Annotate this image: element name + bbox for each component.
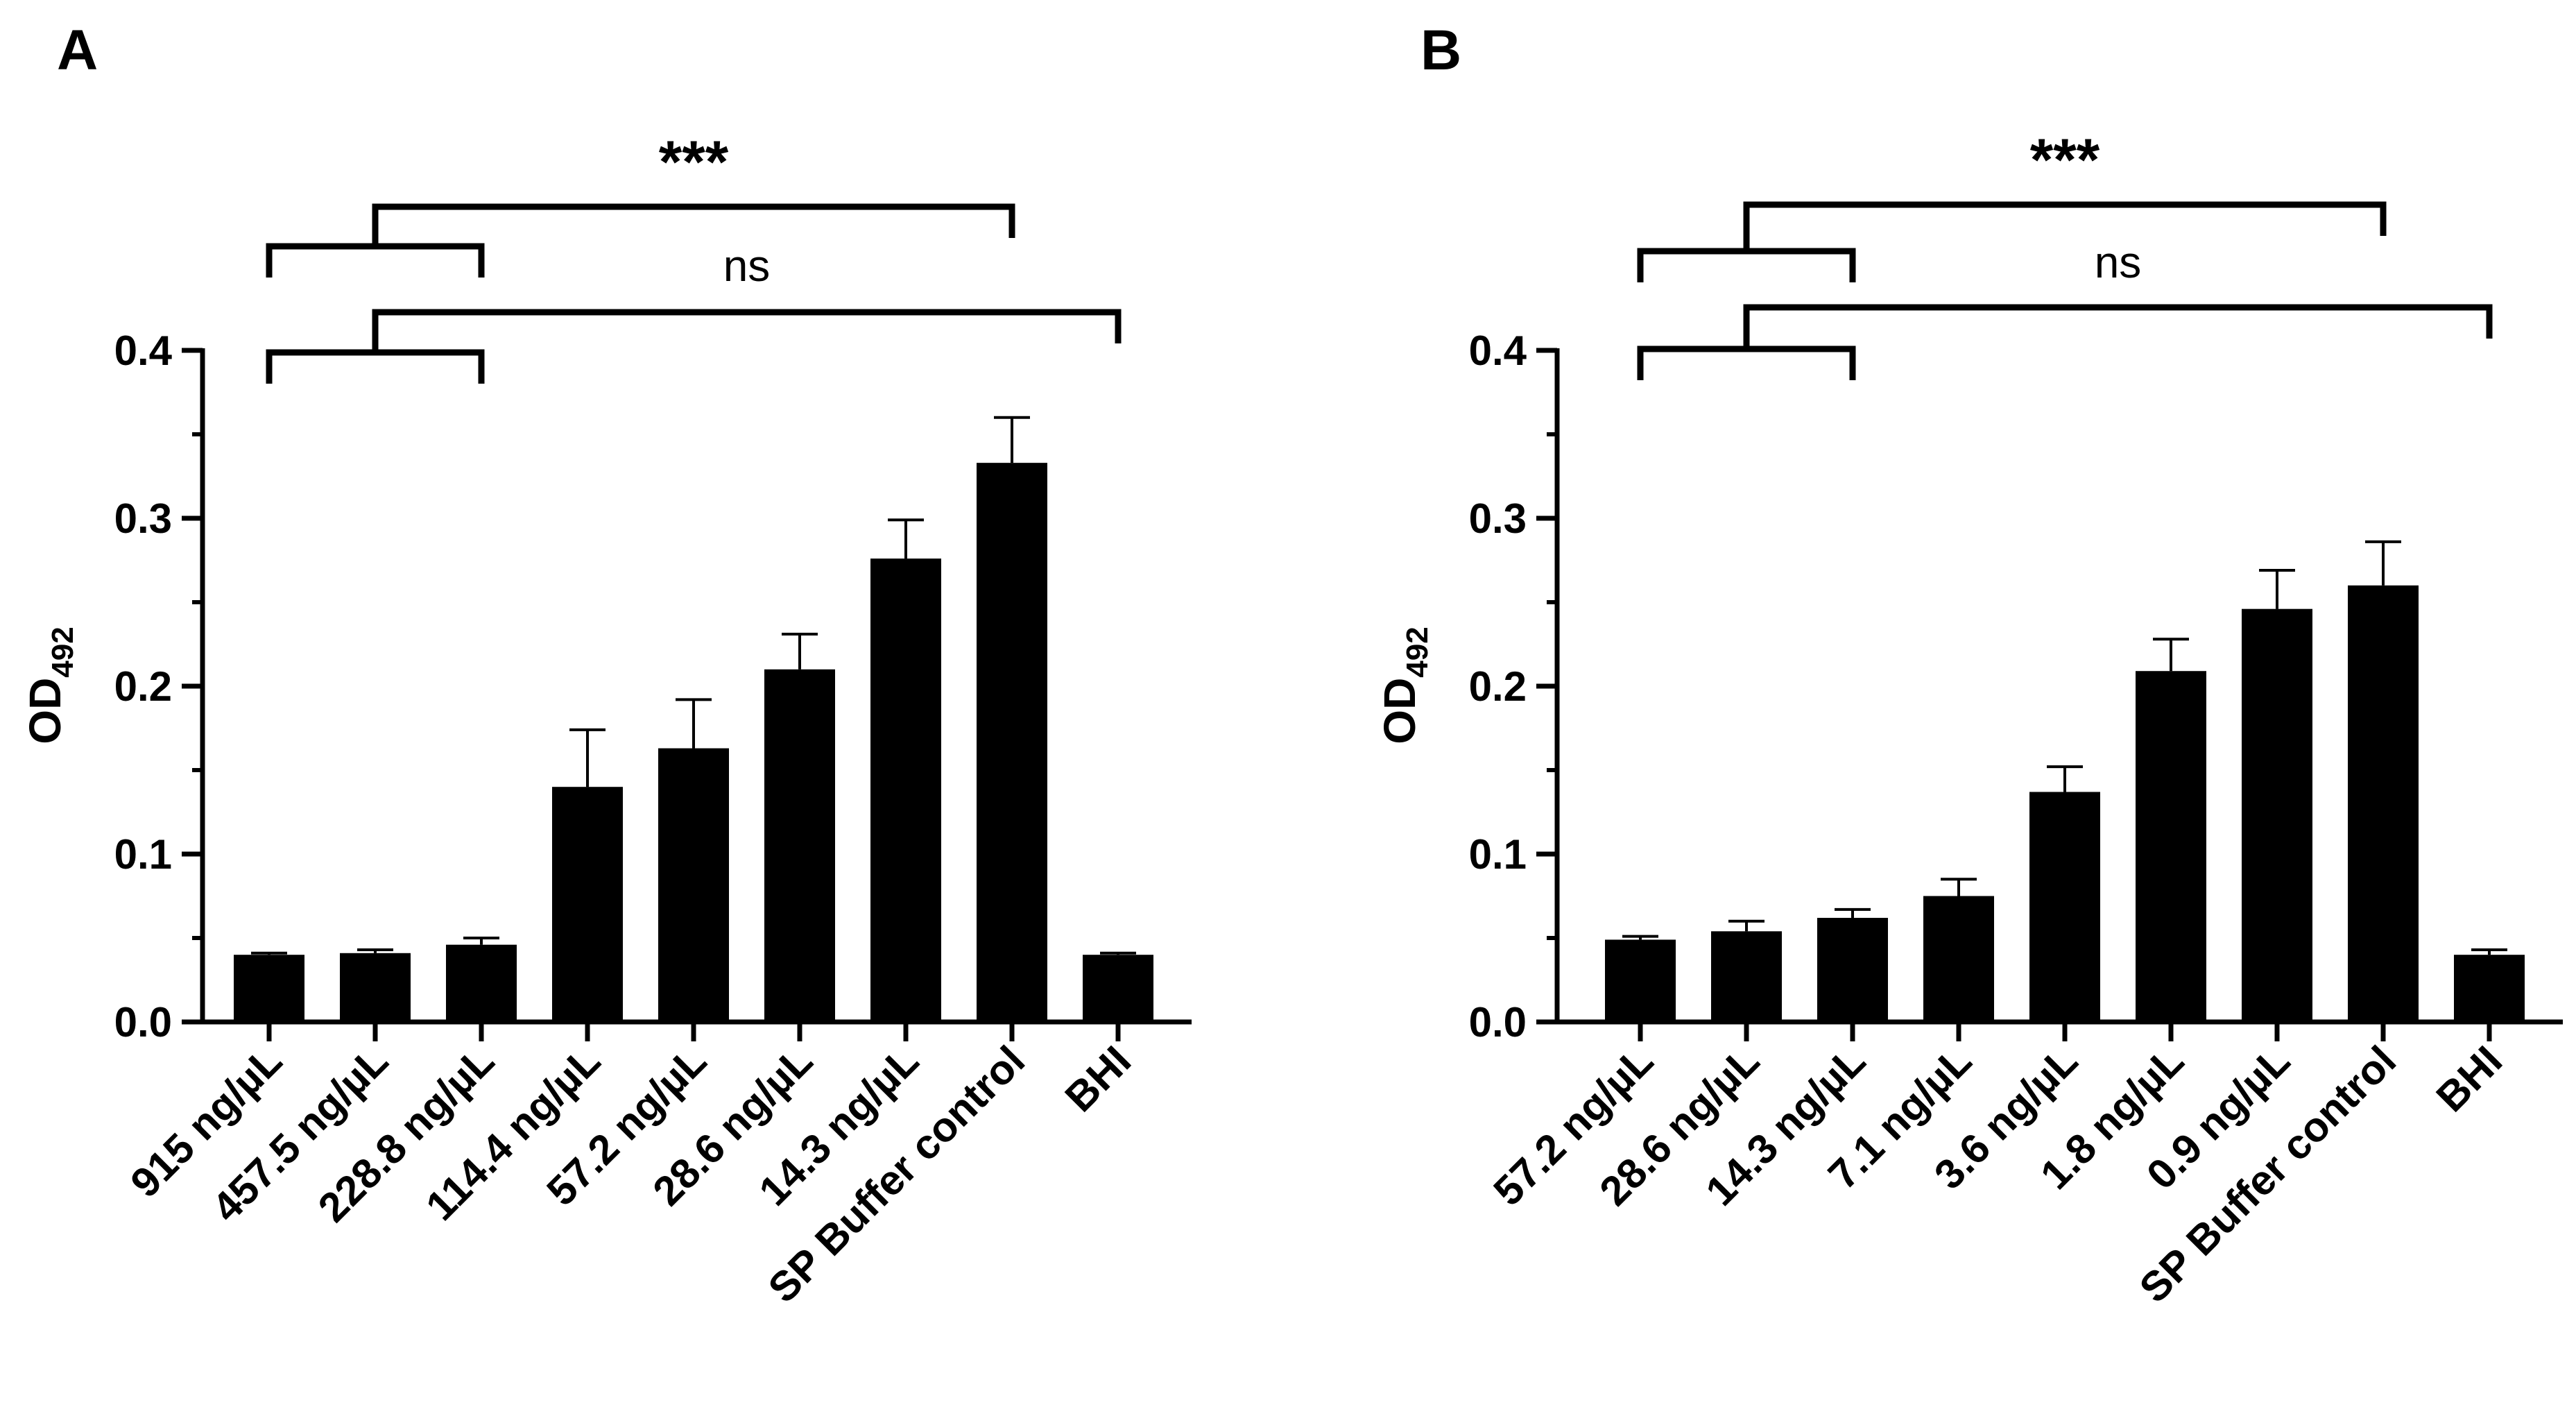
y-tick-label: 0.4 — [1469, 327, 1527, 374]
y-axis-title: OD492 — [1375, 626, 1434, 744]
bar — [1923, 896, 1994, 1022]
y-tick-label: 0.0 — [1469, 999, 1527, 1046]
y-tick-label: 0.1 — [114, 831, 172, 878]
bar — [2242, 608, 2312, 1022]
comparison-bracket — [372, 309, 1122, 352]
y-tick-label: 0.0 — [114, 999, 172, 1046]
bar — [1083, 955, 1153, 1022]
category-label: BHI — [1056, 1037, 1140, 1120]
comparison-bracket — [1743, 304, 2493, 349]
group-bracket — [1637, 248, 1856, 282]
bar — [870, 558, 941, 1022]
group-bracket — [266, 349, 485, 384]
group-bracket — [1637, 346, 1856, 380]
bar — [977, 463, 1047, 1022]
bar — [552, 787, 623, 1022]
bar — [1817, 917, 1888, 1022]
y-tick-label: 0.2 — [1469, 663, 1527, 710]
y-tick-label: 0.2 — [114, 663, 172, 710]
bar — [446, 944, 517, 1022]
bar — [2136, 671, 2206, 1022]
panel-letter: A — [57, 19, 98, 82]
bar — [658, 748, 729, 1022]
significance-label: ns — [723, 241, 771, 291]
bar — [340, 953, 411, 1022]
y-axis-title-subscript: 492 — [1400, 626, 1434, 677]
bar — [2029, 792, 2100, 1022]
bar — [1711, 931, 1782, 1022]
significance-label: *** — [659, 129, 729, 196]
y-axis-title-subscript: 492 — [46, 626, 80, 677]
bar — [234, 955, 304, 1022]
y-axis-title-main: OD — [1375, 678, 1425, 744]
significance-label: *** — [2030, 127, 2100, 194]
bar — [1605, 939, 1676, 1022]
y-tick-label: 0.4 — [114, 327, 173, 374]
significance-label: ns — [2095, 237, 2142, 287]
group-bracket — [266, 243, 485, 278]
y-tick-label: 0.3 — [1469, 495, 1527, 542]
bar — [2348, 585, 2419, 1022]
bar — [764, 669, 835, 1022]
y-tick-label: 0.1 — [1469, 831, 1527, 878]
y-axis-title: OD492 — [20, 626, 80, 744]
category-label: BHI — [2428, 1037, 2511, 1120]
comparison-bracket — [372, 203, 1015, 246]
y-tick-label: 0.3 — [114, 495, 172, 542]
comparison-bracket — [1743, 201, 2387, 251]
y-axis-title-main: OD — [20, 678, 70, 744]
bar — [2454, 955, 2525, 1022]
panel-letter: B — [1420, 19, 1461, 82]
